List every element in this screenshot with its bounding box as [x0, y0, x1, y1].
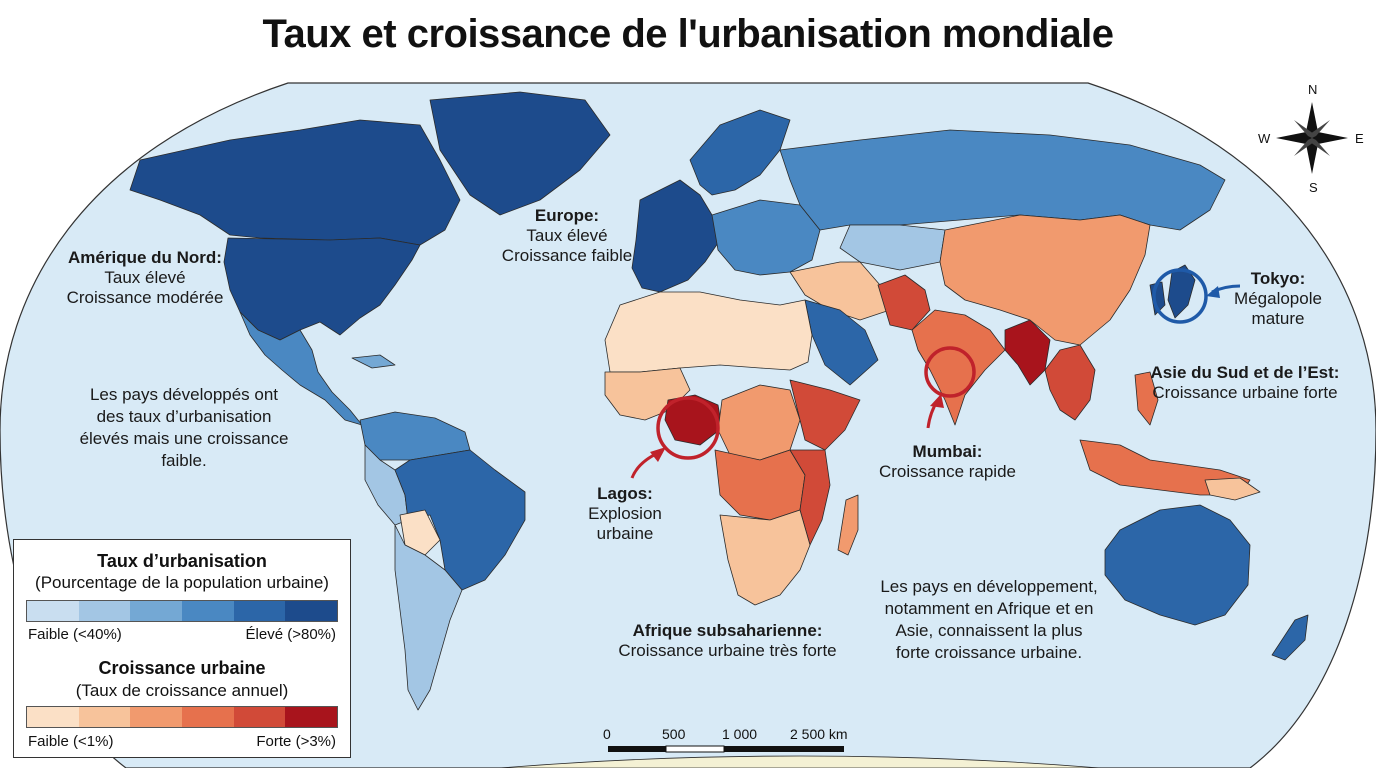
legend-growth-swatch-5 [233, 707, 286, 727]
label-subsaharan-africa-line1: Croissance urbaine très forte [618, 641, 837, 661]
southern-africa [719, 509, 811, 606]
legend-urbanization-low-label: Faible (<40%) [28, 626, 122, 643]
legend-urbanization-swatch-1 [27, 601, 79, 621]
legend-urbanization-swatch-4 [182, 601, 234, 621]
legend-growth-low-label: Faible (<1%) [28, 733, 114, 750]
legend-growth-swatch-3 [130, 707, 183, 727]
brazil [394, 449, 526, 591]
label-tokyo-name: Tokyo: [1250, 269, 1306, 288]
new-guinea [1204, 477, 1261, 501]
lagos-highlight-circle [656, 396, 720, 460]
label-lagos-line2: urbaine [596, 524, 654, 544]
legend-urbanization-swatch-3 [130, 601, 183, 621]
horn-of-africa [789, 379, 861, 451]
new-zealand [1271, 614, 1309, 661]
europe-west [631, 179, 721, 293]
legend-growth-swatch-1 [27, 707, 79, 727]
compass-east-label: E [1355, 131, 1364, 146]
scale-tick-1000: 1 000 [722, 726, 758, 742]
compass-west-label: W [1258, 131, 1271, 146]
label-lagos-line1: Explosion [588, 504, 662, 524]
legend-growth-high-label: Forte (>3%) [256, 733, 336, 750]
mumbai-highlight-circle [924, 346, 976, 398]
label-south-east-asia-name: Asie du Sud et de l’Est: [1150, 363, 1340, 382]
east-africa [789, 449, 831, 546]
compass-north-label: N [1308, 82, 1318, 97]
legend-growth-swatch-4 [182, 707, 234, 727]
scale-bar-graphic [608, 745, 844, 753]
philippines [1134, 371, 1159, 426]
legend-growth-title: Croissance urbaine [98, 658, 266, 678]
label-tokyo-line1: Mégalopole [1234, 289, 1322, 309]
label-north-america-name: Amérique du Nord: [68, 248, 222, 267]
greenland [429, 91, 611, 216]
legend-growth-swatch-2 [78, 707, 131, 727]
label-europe-line1: Taux élevé [526, 226, 608, 246]
legend-urbanization-swatch-2 [78, 601, 131, 621]
label-europe: Europe: Taux élevé Croissance faible [492, 206, 642, 266]
compass-rose [1276, 102, 1348, 174]
map-legend: Taux d’urbanisation (Pourcentage de la p… [13, 539, 351, 758]
caribbean [351, 354, 396, 369]
label-tokyo-line2: mature [1251, 309, 1305, 329]
label-lagos: Lagos: Explosion urbaine [570, 484, 680, 544]
scandinavia [689, 109, 791, 196]
legend-urbanization-color-scale [26, 600, 338, 622]
label-tokyo: Tokyo: Mégalopole mature [1218, 269, 1338, 329]
label-mumbai: Mumbai: Croissance rapide [870, 442, 1025, 482]
scale-bar: 0 500 1 000 2 500 km [600, 726, 860, 766]
madagascar [837, 494, 859, 556]
antarctica [499, 755, 1101, 768]
europe-east [711, 199, 821, 276]
kazakhstan [839, 224, 946, 271]
label-europe-line2: Croissance faible [501, 246, 633, 266]
indochina [1044, 344, 1096, 421]
legend-urbanization-swatch-6 [285, 601, 338, 621]
note-developed-countries: Les pays développés ont des taux d’urban… [79, 385, 289, 471]
lagos-arrow-head [650, 447, 666, 462]
label-north-america: Amérique du Nord: Taux élevé Croissance … [55, 248, 235, 308]
legend-urbanization-swatch-5 [233, 601, 286, 621]
legend-growth-color-scale [26, 706, 338, 728]
legend-urbanization-high-label: Élevé (>80%) [245, 626, 336, 643]
label-subsaharan-africa-name: Afrique subsaharienne: [632, 621, 823, 640]
label-north-america-line2: Croissance modérée [66, 288, 224, 308]
scale-tick-0: 0 [603, 726, 611, 742]
compass-south-label: S [1309, 180, 1318, 195]
japan [1167, 264, 1196, 319]
label-lagos-name: Lagos: [597, 484, 653, 503]
map-title: Taux et croissance de l'urbanisation mon… [262, 12, 1114, 56]
scale-tick-500: 500 [662, 726, 686, 742]
label-south-east-asia: Asie du Sud et de l’Est: Croissance urba… [1140, 363, 1350, 403]
note-developing-countries: Les pays en développement, notamment en … [880, 577, 1098, 663]
mumbai-arrow-head [930, 394, 944, 408]
bolivia [399, 509, 441, 556]
label-mumbai-name: Mumbai: [912, 442, 983, 461]
legend-urbanization-title: Taux d’urbanisation [97, 551, 267, 571]
pakistan [877, 274, 931, 331]
legend-growth-swatch-6 [285, 707, 338, 727]
label-mumbai-line1: Croissance rapide [878, 462, 1016, 482]
label-north-america-line1: Taux élevé [104, 268, 186, 288]
tokyo-arrow-head [1206, 286, 1220, 298]
australia [1104, 504, 1251, 626]
mexico [239, 311, 363, 426]
usa [223, 237, 421, 341]
china [939, 214, 1151, 346]
label-south-east-asia-line1: Croissance urbaine forte [1152, 383, 1338, 403]
label-subsaharan-africa: Afrique subsaharienne: Croissance urbain… [600, 621, 855, 661]
legend-urbanization-subtitle: (Pourcentage de la population urbaine) [35, 573, 329, 592]
scale-tick-2500: 2 500 km [790, 726, 848, 742]
bangladesh-myanmar [1004, 319, 1051, 386]
saudi-arabia [804, 299, 879, 386]
legend-growth-subtitle: (Taux de croissance annuel) [75, 681, 289, 700]
argentina-chile [394, 524, 463, 711]
label-europe-name: Europe: [534, 206, 600, 225]
